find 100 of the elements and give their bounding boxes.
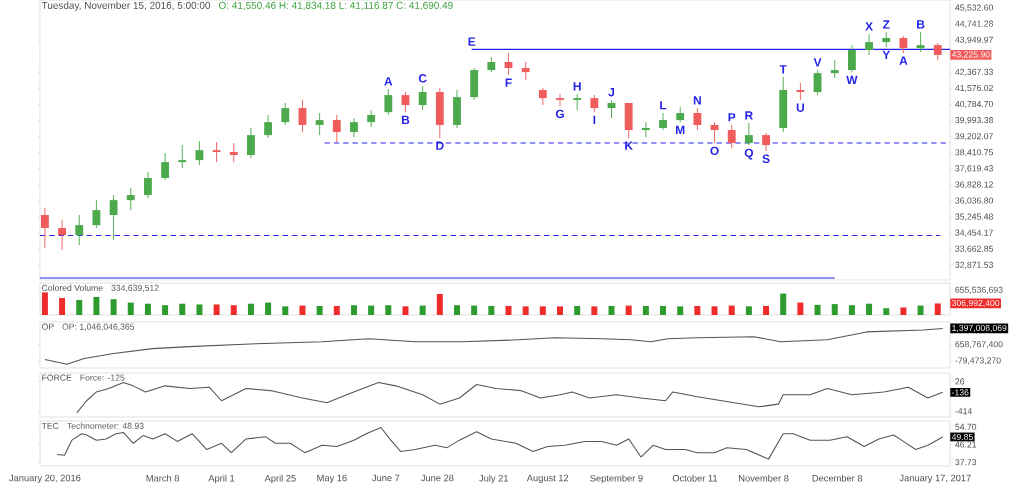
y-tick-label: 33,662.85: [955, 245, 993, 253]
candlestick: [332, 114, 341, 143]
bar: [453, 305, 460, 315]
candlestick: [195, 140, 204, 166]
bar: [677, 306, 684, 315]
x-tick-label: May 16: [317, 474, 347, 484]
annotation: W: [846, 75, 858, 84]
bar: [934, 303, 941, 315]
bar: [917, 305, 924, 315]
annotation: P: [728, 113, 736, 122]
bar: [213, 304, 220, 315]
y-tick-label: 658,767,400: [955, 341, 1003, 349]
x-tick-label: March 8: [146, 474, 180, 482]
bar: [711, 306, 718, 315]
bar: [402, 306, 409, 315]
candlestick: [281, 102, 290, 126]
candlestick: [744, 122, 753, 146]
bar: [814, 304, 821, 315]
candlestick: [573, 93, 582, 111]
y-tick-label: 37,619.43: [955, 165, 993, 173]
x-tick-label: September 9: [590, 474, 643, 484]
x-tick-label: April 25: [264, 474, 296, 484]
bar: [179, 303, 186, 315]
annotation: R: [745, 111, 753, 120]
chart-subtitle: 334,639,512: [111, 284, 159, 292]
x-tick-label: June 28: [420, 474, 454, 482]
text: 43,225.90: [951, 51, 990, 59]
candlestick: [58, 219, 66, 251]
bar: [41, 292, 48, 315]
x-tick-label: October 11: [672, 474, 718, 482]
y-tick-label: 36,828.12: [955, 181, 993, 189]
candlestick: [40, 207, 49, 249]
bar: [797, 302, 804, 315]
y-tick-label: 655,536,693: [955, 286, 1003, 294]
candlestick: [865, 33, 873, 56]
y-tick-label: 36,036.80: [955, 197, 994, 205]
data-label: 49.85: [951, 433, 973, 440]
y-tick-label: 46.21: [955, 441, 977, 448]
candlestick: [813, 69, 822, 96]
bar: [316, 305, 323, 315]
candlestick: [229, 142, 238, 163]
bar: [162, 305, 169, 315]
bar: [488, 305, 495, 315]
bar: [763, 305, 770, 315]
bar: [539, 306, 546, 315]
bar: [608, 305, 615, 315]
bar: [436, 293, 443, 315]
annotation: T: [779, 65, 787, 74]
candlestick: [762, 132, 770, 152]
chart-subtitle: OP: 1,046,046,365: [62, 323, 135, 331]
chart-title: OP: [42, 323, 54, 330]
y-tick-label: 42,367.33: [955, 68, 993, 76]
annotation: I: [593, 115, 596, 124]
chart-subtitle: O: 41,550.46 H: 41,834.18 L: 41,116.87 C: 41,690.49: [219, 1, 453, 11]
bar: [59, 298, 66, 315]
bar: [110, 299, 117, 315]
candlestick: [367, 109, 376, 128]
annotation: M: [676, 125, 685, 134]
bar: [557, 306, 564, 315]
candlestick: [92, 199, 101, 229]
line-series: [76, 381, 944, 414]
data-label: 1,397,008,069: [952, 324, 1007, 333]
bar: [419, 305, 426, 315]
bar: [625, 305, 632, 315]
x-tick-label: November 8: [739, 474, 789, 482]
y-tick-label: 35,245.48: [955, 213, 993, 221]
bar: [591, 306, 598, 315]
bar: [866, 303, 873, 315]
annotation: C: [418, 74, 427, 83]
annotation: H: [573, 82, 581, 91]
bar: [247, 303, 254, 315]
annotation: A: [384, 77, 393, 86]
candlestick: [727, 124, 736, 149]
x-tick-label: January 17, 2017: [899, 474, 971, 484]
annotation: J: [608, 88, 615, 97]
bar: [385, 305, 392, 315]
annotation: G: [555, 109, 564, 119]
x-tick-label: April 1: [208, 474, 235, 484]
bar: [883, 308, 890, 315]
y-tick-label: 26: [955, 378, 965, 385]
bar: [574, 305, 581, 315]
annotation: V: [813, 58, 822, 67]
y-tick-label: 34,454.17: [955, 229, 993, 237]
x-tick-label: July 21: [479, 474, 509, 484]
candlestick: [144, 171, 152, 199]
y-tick-label: 39,993.38: [955, 117, 993, 125]
y-tick-label: 40,784.70: [955, 100, 994, 109]
candlestick: [75, 214, 84, 246]
annotation: Y: [882, 50, 891, 59]
annotation: U: [796, 103, 804, 112]
bar: [196, 304, 203, 315]
x-tick-label: August 12: [526, 474, 569, 484]
bar: [728, 305, 735, 315]
x-tick-label: June 7: [372, 474, 400, 482]
annotation: F: [505, 78, 512, 87]
bar: [282, 306, 289, 315]
bar: [368, 305, 375, 315]
annotation: X: [865, 22, 873, 31]
candlestick: [693, 107, 702, 131]
data-label: -136: [951, 389, 969, 396]
